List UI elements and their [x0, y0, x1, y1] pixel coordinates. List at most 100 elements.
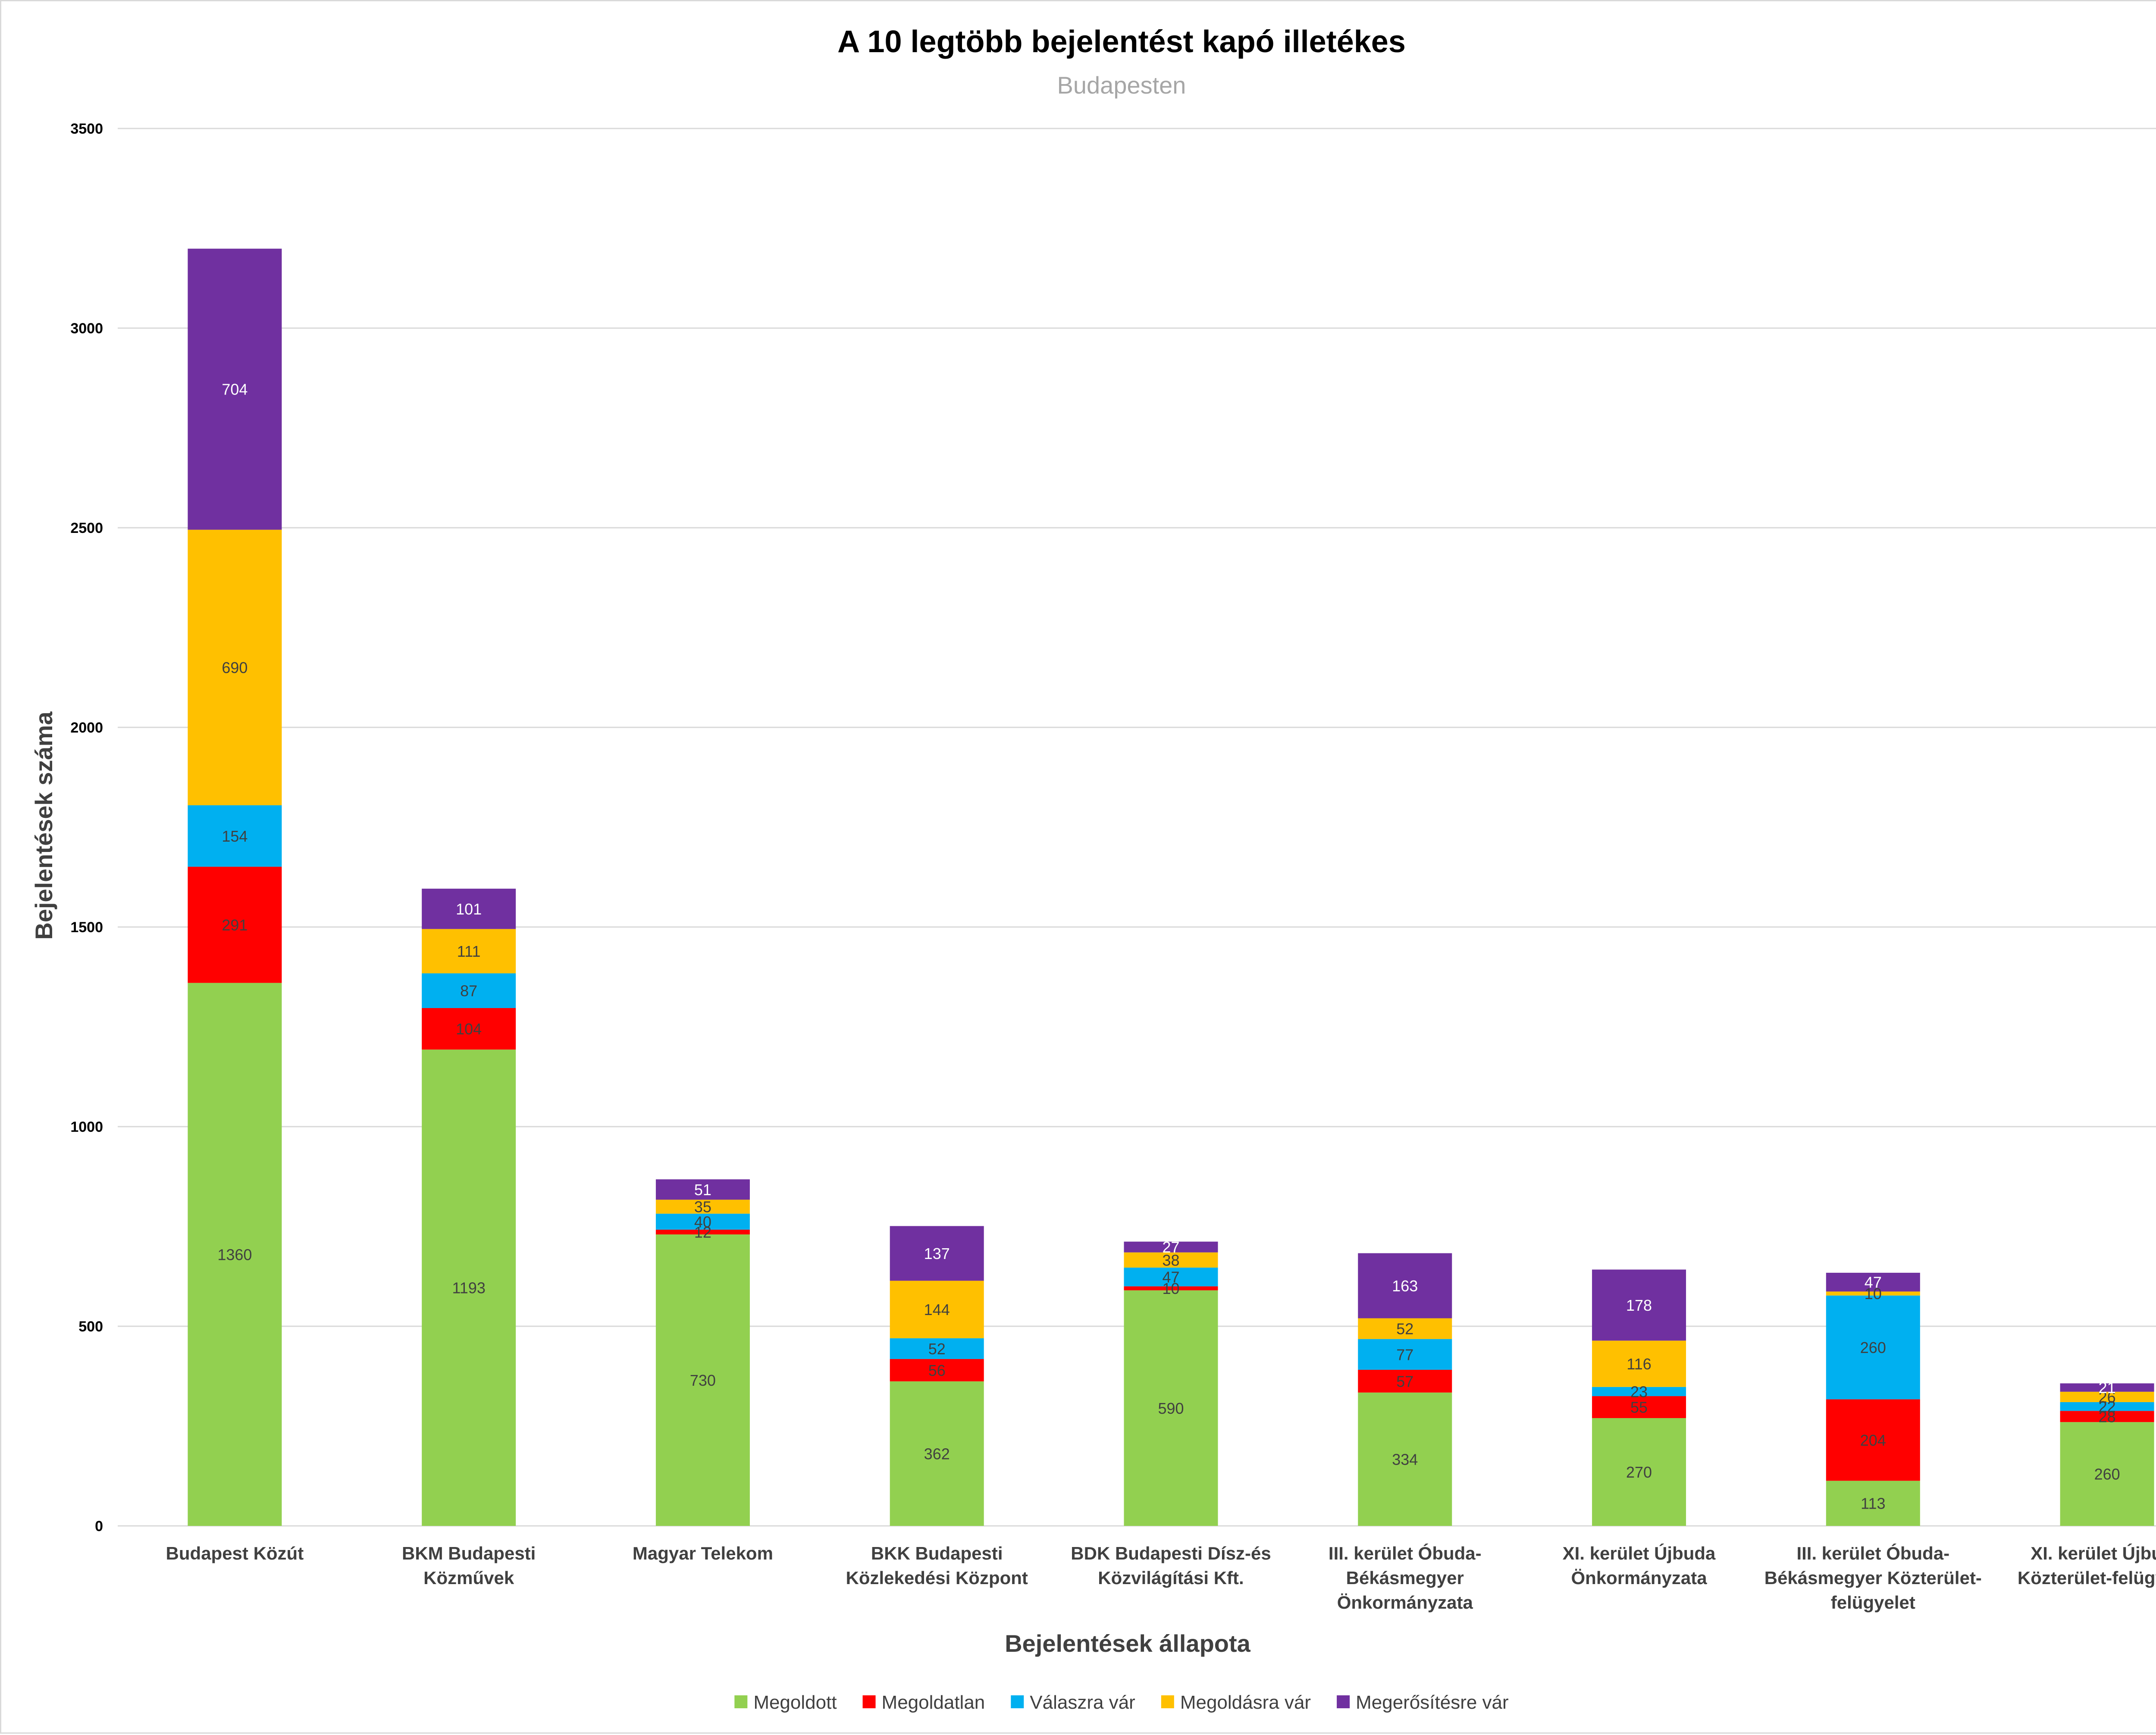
data-label: 1360	[217, 1246, 252, 1263]
bar-segment	[2060, 1411, 2154, 1422]
x-tick-label: Budapest Közút	[166, 1543, 304, 1563]
x-tick-label-line: BKM Budapesti	[402, 1543, 536, 1563]
data-label: 260	[2094, 1466, 2120, 1483]
bar-segment	[2060, 1422, 2154, 1526]
legend-swatch	[1337, 1695, 1350, 1708]
data-label: 270	[1626, 1463, 1652, 1481]
bar-segment	[1826, 1399, 1920, 1481]
x-tick-label-line: Önkormányzata	[1571, 1568, 1708, 1588]
y-tick-label: 1000	[70, 1119, 103, 1135]
x-tick-label: XI. kerület Újbuda Közterület-felügyelet	[2018, 1543, 2156, 1588]
bar-segment	[1592, 1269, 1686, 1341]
x-tick-label-line: Közlekedési Központ	[846, 1568, 1028, 1588]
data-label: 113	[1861, 1495, 1885, 1513]
x-tick-label-line: Békásmegyer	[1346, 1568, 1464, 1588]
bar-segment	[1592, 1396, 1686, 1418]
data-label: 144	[924, 1301, 950, 1318]
bar-segment	[1124, 1290, 1218, 1526]
bar-segment	[890, 1226, 984, 1281]
bar-segment	[655, 1234, 750, 1526]
x-tick-label: BKM Budapesti Közművek	[402, 1543, 536, 1588]
data-label: 116	[1626, 1355, 1651, 1373]
bar-segment	[188, 867, 282, 983]
bar-segment	[1358, 1253, 1452, 1318]
bar-segment	[1124, 1267, 1218, 1287]
y-axis-ticks: 0 500 1000 1500 2000 2500 3000 3500	[70, 121, 103, 1535]
data-label: 1193	[452, 1279, 485, 1297]
bar-segment	[655, 1179, 750, 1200]
data-label: 55	[1630, 1399, 1648, 1416]
data-label: 23	[1630, 1383, 1648, 1400]
x-tick-label-line: Közterület-felügyelet	[2018, 1568, 2156, 1588]
y-axis-label: Bejelentések száma	[30, 711, 57, 940]
data-labels: 1360 291 154 690 704 1193 104 87 111 101 730 124035…	[217, 381, 2120, 1513]
legend-item: Megoldásra vár	[1161, 1692, 1311, 1713]
data-label: 52	[928, 1340, 946, 1358]
y-tick-label: 3000	[70, 320, 103, 337]
data-label: 57	[1396, 1372, 1413, 1390]
x-tick-label: XI. kerület Újbuda Önkormányzata	[1563, 1543, 1716, 1588]
bar-segment	[890, 1381, 984, 1526]
data-label: 26	[2099, 1388, 2116, 1406]
bar-segment	[422, 929, 516, 974]
x-tick-label-line: Békásmegyer Közterület-	[1764, 1568, 1982, 1588]
data-label: 10	[1162, 1280, 1179, 1297]
data-label: 52	[1396, 1320, 1413, 1338]
bar-segment	[1358, 1369, 1452, 1393]
bar-segment	[188, 248, 282, 530]
data-label: 111	[457, 943, 481, 960]
x-tick-label-line: BDK Budapesti Dísz-és	[1071, 1543, 1271, 1563]
x-tick-label-line: BKK Budapesti	[871, 1543, 1003, 1563]
data-label: 137	[924, 1245, 950, 1262]
data-label: 40	[694, 1213, 711, 1231]
bar-segment	[890, 1338, 984, 1359]
legend-item: Megoldatlan	[862, 1692, 985, 1713]
legend-label: Megoldásra vár	[1180, 1692, 1311, 1713]
x-tick-label: BDK Budapesti Dísz-és Közvilágítási Kft.	[1071, 1543, 1271, 1588]
x-tick-label: III. kerület Óbuda- Békásmegyer Önkormányz…	[1329, 1543, 1482, 1613]
data-label: 22	[2099, 1398, 2116, 1416]
data-label: 260	[1860, 1339, 1886, 1356]
data-label: 101	[456, 900, 482, 918]
legend-label: Válaszra vár	[1030, 1692, 1135, 1713]
bar-segment	[1124, 1252, 1218, 1268]
bar-segment	[655, 1229, 750, 1235]
data-label: 87	[460, 982, 477, 1000]
legend-item: Válaszra vár	[1011, 1692, 1135, 1713]
bar-segment	[1592, 1340, 1686, 1387]
legend-item: Megoldott	[734, 1692, 837, 1713]
bar-segment	[1358, 1318, 1452, 1339]
x-tick-label-line: III. kerület Óbuda-	[1329, 1543, 1482, 1563]
y-tick-label: 1500	[70, 919, 103, 936]
chart-title: A 10 legtöbb bejelentést kapó illetékes	[837, 25, 1406, 59]
data-label: 47	[1162, 1268, 1179, 1286]
bar-segment	[2060, 1391, 2154, 1402]
bar-segment	[655, 1213, 750, 1230]
bar-segment	[188, 529, 282, 805]
x-tick-label: III. kerület Óbuda- Békásmegyer Közterüle…	[1764, 1543, 1982, 1613]
legend-swatch	[734, 1695, 748, 1708]
x-tick-label: BKK Budapesti Közlekedési Központ	[846, 1543, 1028, 1588]
data-label: 704	[222, 381, 248, 398]
data-label: 590	[1158, 1400, 1184, 1417]
x-tick-label-line: III. kerület Óbuda-	[1796, 1543, 1949, 1563]
legend-label: Megerősítésre vár	[1356, 1692, 1509, 1713]
bar-segment	[422, 1049, 516, 1526]
x-tick-label-line: XI. kerület Újbuda	[2031, 1543, 2156, 1563]
bar-segment	[1826, 1481, 1920, 1526]
legend: Megoldott Megoldatlan Válaszra vár Megoldás…	[734, 1692, 1509, 1713]
legend-swatch	[1161, 1695, 1174, 1708]
y-tick-label: 0	[95, 1518, 103, 1535]
x-tick-label-line: Közvilágítási Kft.	[1098, 1568, 1244, 1588]
x-tick-label-line: Közművek	[423, 1568, 514, 1588]
x-tick-label-line: Budapest Közút	[166, 1543, 304, 1563]
data-label: 204	[1860, 1431, 1886, 1449]
bars	[188, 248, 2154, 1526]
x-tick-label-line: Önkormányzata	[1337, 1592, 1473, 1613]
bar-segment	[2060, 1402, 2154, 1411]
x-tick-label-line: felügyelet	[1831, 1592, 1915, 1613]
data-label: 56	[928, 1362, 946, 1379]
data-label: 12	[694, 1223, 711, 1241]
